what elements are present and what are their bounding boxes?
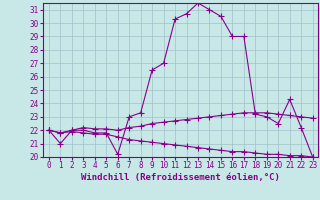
X-axis label: Windchill (Refroidissement éolien,°C): Windchill (Refroidissement éolien,°C) [81, 173, 280, 182]
